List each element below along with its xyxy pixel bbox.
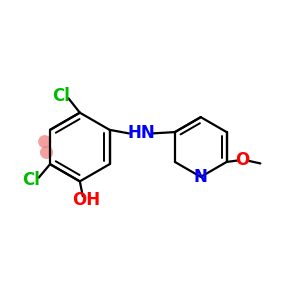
Circle shape [40, 146, 53, 159]
Text: OH: OH [72, 191, 100, 209]
Text: N: N [194, 168, 208, 186]
Text: Cl: Cl [52, 87, 70, 105]
Text: O: O [236, 152, 250, 169]
Circle shape [38, 135, 51, 148]
Text: Cl: Cl [22, 171, 40, 189]
Text: HN: HN [127, 124, 155, 142]
